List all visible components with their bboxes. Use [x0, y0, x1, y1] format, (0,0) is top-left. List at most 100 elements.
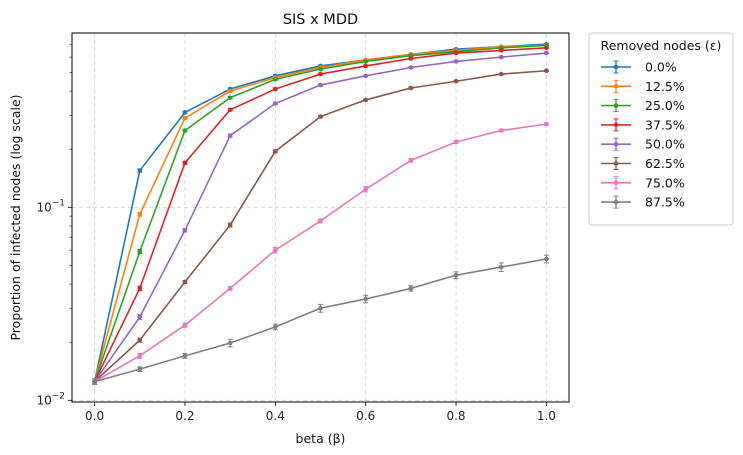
legend-item: 50.0%: [601, 137, 685, 152]
data-point: [544, 50, 549, 56]
data-point: [227, 95, 233, 100]
data-point: [453, 139, 459, 145]
legend-item: 25.0%: [601, 98, 685, 113]
x-axis-label: beta (β): [296, 431, 346, 446]
data-point: [137, 286, 143, 291]
series-3: [92, 43, 549, 385]
data-point: [182, 279, 188, 285]
data-point: [273, 324, 278, 330]
data-point: [182, 110, 188, 115]
data-point: [137, 249, 143, 254]
legend-swatch-marker: [613, 141, 619, 147]
y-tick-label: 10−2: [36, 391, 65, 407]
data-point: [363, 63, 368, 69]
data-point: [544, 256, 549, 262]
y-tick-exponent: −1: [52, 198, 65, 208]
data-point: [363, 97, 368, 103]
data-point: [182, 353, 188, 359]
legend: Removed nodes (ε) 0.0% 12.5% 25.0% 37.5% 50.…: [588, 32, 734, 226]
data-point: [408, 65, 414, 70]
x-tick-label: 0.6: [356, 409, 375, 423]
data-point: [318, 114, 323, 119]
legend-swatch-marker: [613, 161, 619, 166]
data-point: [182, 228, 188, 233]
data-point: [498, 264, 504, 270]
data-point: [273, 149, 278, 154]
data-point: [408, 158, 414, 163]
series-layer: [92, 41, 549, 385]
data-point: [498, 48, 504, 53]
legend-swatch-marker: [613, 103, 619, 108]
y-tick-base: 10: [36, 200, 51, 214]
data-point: [544, 68, 549, 74]
data-point: [498, 71, 504, 77]
series-4: [92, 45, 549, 385]
data-point: [182, 115, 188, 121]
legend-label: 75.0%: [645, 175, 685, 190]
data-point: [227, 286, 233, 291]
data-point: [137, 366, 143, 372]
legend-label: 0.0%: [645, 60, 677, 75]
data-point: [137, 314, 143, 320]
data-point: [363, 59, 368, 64]
data-point: [498, 54, 504, 60]
data-point: [137, 337, 143, 343]
data-point: [227, 88, 233, 94]
data-point: [408, 286, 414, 291]
x-tick-label: 0.4: [266, 409, 285, 423]
legend-item: 62.5%: [601, 156, 685, 171]
data-point: [363, 186, 368, 192]
legend-item: 75.0%: [601, 175, 685, 190]
data-point: [363, 73, 368, 79]
legend-label: 87.5%: [645, 195, 685, 210]
y-axis-label: Proportion of infected nodes (log scale): [8, 94, 23, 340]
data-point: [498, 128, 504, 133]
data-point: [227, 107, 233, 113]
series-8: [92, 254, 549, 385]
data-point: [137, 211, 143, 217]
legend-item: 37.5%: [601, 117, 685, 132]
data-point: [544, 45, 549, 51]
legend-item: 12.5%: [601, 79, 685, 94]
data-point: [453, 59, 459, 64]
legend-swatch-marker: [613, 180, 619, 186]
data-point: [453, 78, 459, 84]
data-point: [318, 82, 323, 88]
legend-items: 0.0% 12.5% 25.0% 37.5% 50.0% 62.5% 75.0% 87.5%: [601, 60, 685, 210]
x-tick-label: 0.8: [446, 409, 465, 423]
data-point: [227, 222, 233, 228]
plot-area: [71, 32, 570, 403]
data-point: [408, 56, 414, 61]
x-axis: 0.0 0.2 0.4 0.6 0.8 1.0: [85, 402, 556, 423]
data-point: [318, 66, 323, 72]
legend-item: 0.0%: [601, 60, 677, 75]
data-point: [273, 101, 278, 106]
data-point: [318, 305, 323, 311]
data-point: [137, 353, 143, 359]
data-point: [318, 218, 323, 224]
y-tick-exponent: −2: [52, 391, 65, 401]
data-point: [182, 160, 188, 166]
data-point: [92, 379, 97, 384]
data-point: [182, 322, 188, 328]
x-tick-label: 1.0: [537, 409, 556, 423]
legend-label: 37.5%: [645, 117, 685, 132]
legend-box: [588, 32, 734, 226]
data-point: [453, 50, 459, 56]
data-point: [273, 77, 278, 82]
legend-swatch-marker: [613, 64, 619, 70]
grid: [72, 33, 569, 402]
legend-label: 50.0%: [645, 137, 685, 152]
y-axis: 10−210−1: [36, 43, 72, 407]
legend-swatch-marker: [613, 122, 619, 128]
data-point: [273, 86, 278, 92]
data-point: [363, 296, 368, 302]
data-point: [273, 247, 278, 253]
y-tick-label: 10−1: [36, 198, 65, 214]
x-tick-label: 0.2: [175, 409, 194, 423]
chart-title: SIS x MDD: [283, 12, 358, 28]
data-point: [453, 272, 459, 278]
legend-title: Removed nodes (ε): [601, 38, 722, 53]
legend-swatch-marker: [613, 84, 619, 89]
